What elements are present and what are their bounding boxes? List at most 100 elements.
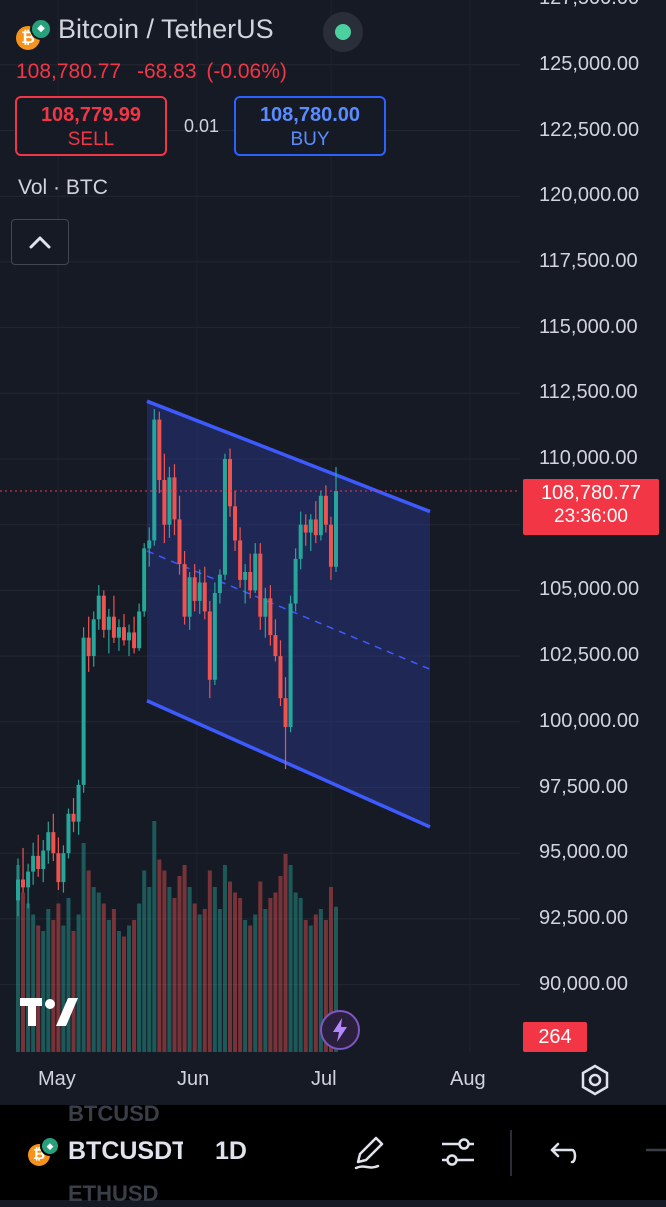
- collapse-legend-button[interactable]: [11, 219, 69, 265]
- drawing-tools-button[interactable]: [348, 1130, 392, 1174]
- volume-bar: [51, 920, 56, 1052]
- sell-price: 108,779.99: [40, 104, 142, 126]
- market-status-indicator[interactable]: [323, 12, 363, 52]
- candle-body: [192, 577, 197, 601]
- volume-bar: [313, 914, 318, 1052]
- volume-bar: [288, 865, 293, 1052]
- redo-button-partial[interactable]: [636, 1132, 666, 1176]
- time-axis-label: Jul: [311, 1068, 337, 1090]
- last-price-tag-value: 108,780.77: [540, 482, 642, 504]
- candle-body: [243, 572, 248, 580]
- candle-body: [142, 548, 147, 612]
- price-axis-label: 122,500.00: [539, 118, 640, 141]
- price-axis-label: 92,500.00: [539, 906, 628, 929]
- candle-body: [66, 813, 71, 854]
- candle-body: [334, 491, 338, 567]
- volume-bar: [202, 909, 207, 1052]
- candle-body: [293, 558, 298, 604]
- candle-body: [172, 477, 177, 520]
- candle-body: [122, 627, 126, 641]
- candle-body: [106, 616, 111, 630]
- price-axis-label: 117,500.00: [539, 249, 638, 272]
- volume-bar: [293, 892, 298, 1052]
- channel-fill: [147, 401, 430, 827]
- buy-button[interactable]: 108,780.00 BUY: [234, 96, 386, 156]
- volume-bar: [76, 914, 81, 1052]
- tether-diamond-icon: ◆: [30, 18, 52, 40]
- ghost-symbol-above: BTCUSD: [68, 1101, 160, 1126]
- symbol-logo[interactable]: ₿ ◆: [14, 18, 52, 54]
- volume-bar: [96, 892, 101, 1052]
- lightning-icon: [333, 1018, 347, 1042]
- candle-body: [132, 632, 137, 649]
- redo-arrow-icon: [646, 1148, 666, 1152]
- indicators-button[interactable]: [436, 1130, 480, 1174]
- volume-bar: [222, 865, 227, 1052]
- volume-bar: [197, 914, 202, 1052]
- symbol-title[interactable]: Bitcoin / TetherUS: [58, 14, 274, 44]
- volume-bar: [263, 909, 268, 1052]
- candle-body: [288, 603, 293, 728]
- volume-bar: [132, 920, 137, 1052]
- volume-bar: [233, 892, 238, 1052]
- volume-bar: [318, 909, 323, 1052]
- volume-bar: [334, 906, 338, 1052]
- sell-button[interactable]: 108,779.99 SELL: [15, 96, 167, 156]
- volume-bar: [217, 909, 222, 1052]
- volume-bar: [278, 876, 283, 1052]
- spread-value: 0.01: [184, 116, 220, 136]
- candle-body: [323, 495, 328, 525]
- candle-body: [177, 519, 182, 565]
- volume-bar: [182, 865, 187, 1052]
- price-chart[interactable]: [0, 0, 666, 1100]
- price-axis-label: 105,000.00: [539, 578, 640, 601]
- volume-bar: [172, 898, 177, 1052]
- candle-body: [187, 577, 192, 617]
- symbol-selector[interactable]: ₿ ◆: [26, 1130, 196, 1174]
- volume-bar: [36, 925, 41, 1052]
- volume-bars: [16, 821, 338, 1052]
- volume-bar: [157, 859, 162, 1052]
- volume-bar: [147, 887, 152, 1052]
- candle-body: [127, 632, 132, 641]
- volume-bar: [137, 903, 142, 1052]
- buy-price: 108,780.00: [259, 104, 361, 126]
- volume-bar: [328, 887, 333, 1052]
- price-axis-label: 97,500.00: [539, 775, 628, 798]
- toolbar-divider: [510, 1130, 512, 1176]
- candle-body: [268, 598, 273, 636]
- price-axis-label: 125,000.00: [539, 52, 640, 75]
- replay-lightning-button[interactable]: [320, 1010, 360, 1050]
- volume-bar: [16, 865, 20, 1052]
- candle-body: [71, 813, 76, 822]
- tradingview-logo[interactable]: [18, 996, 80, 1028]
- hexagon-settings-icon: [581, 1064, 609, 1096]
- sliders-icon: [442, 1138, 474, 1166]
- header-last-price: 108,780.77: [16, 60, 122, 83]
- candle-body: [303, 524, 308, 533]
- candle-body: [21, 879, 26, 888]
- candle-body: [157, 419, 162, 481]
- candle-body: [182, 564, 187, 617]
- interval-selector[interactable]: 1D: [215, 1137, 247, 1165]
- volume-bar: [238, 898, 243, 1052]
- candle-body: [228, 459, 232, 507]
- candle-body: [51, 832, 56, 854]
- price-axis-label: 110,000.00: [539, 447, 638, 469]
- bottom-symbol-label[interactable]: BTCUSDT: [68, 1137, 183, 1165]
- candle-body: [76, 784, 81, 822]
- volume-indicator-label[interactable]: Vol · BTC: [18, 176, 108, 199]
- price-axis-label: 90,000.00: [539, 972, 628, 995]
- chart-settings-button[interactable]: [578, 1063, 612, 1097]
- volume-bar: [21, 892, 26, 1052]
- time-axis-label: May: [38, 1068, 76, 1090]
- volume-bar: [323, 920, 328, 1052]
- candle-body: [26, 871, 31, 888]
- candle-countdown: 23:36:00: [554, 506, 628, 527]
- volume-bar: [81, 843, 86, 1052]
- candle-body: [283, 698, 288, 728]
- undo-arrow-icon: [550, 1142, 577, 1164]
- undo-button[interactable]: [540, 1132, 584, 1176]
- volume-bar: [111, 909, 116, 1052]
- candle-body: [318, 495, 323, 536]
